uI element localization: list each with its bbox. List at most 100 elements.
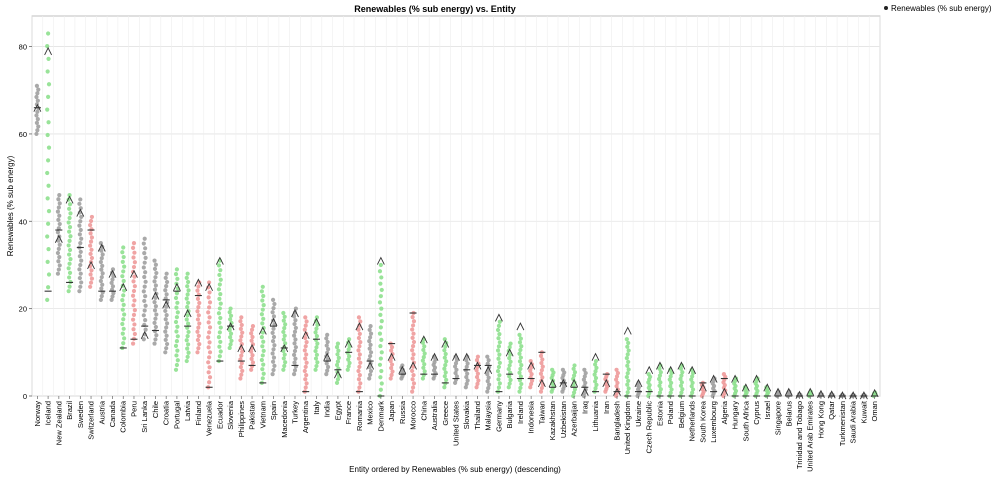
data-point [120,250,125,255]
data-point [239,361,244,366]
chart-title: Renewables (% sub energy) vs. Entity [354,4,516,14]
x-tick-label: Greece [441,401,450,426]
data-point [207,355,212,360]
data-point [367,376,372,381]
latest-marker [119,282,128,292]
data-point [485,389,490,394]
data-point [270,310,275,315]
data-point [34,120,40,125]
data-point [121,341,126,346]
data-point [721,372,727,377]
latest-marker [173,282,181,292]
data-point [228,335,233,340]
data-point [67,252,72,257]
data-point [657,366,662,371]
data-point [497,360,502,365]
data-point [185,284,190,289]
data-point [528,358,533,364]
data-point [443,370,448,375]
data-point [195,288,200,293]
data-point [153,337,158,342]
data-point [377,331,383,336]
latest-marker [205,282,214,292]
data-point [347,360,352,366]
data-point [528,385,533,390]
data-point [302,368,307,374]
x-tick-label: Japan [387,401,396,421]
latest-marker [376,256,385,265]
data-point [291,314,297,319]
data-point [207,380,212,385]
data-point [142,251,147,256]
data-point [261,362,266,367]
data-point [572,387,578,392]
data-point [422,362,427,367]
x-tick-label: Mexico [366,401,375,425]
data-point [572,363,577,368]
data-point [356,315,362,320]
data-point [485,379,490,384]
data-point [142,260,147,265]
data-point [67,192,72,198]
data-point [173,295,179,301]
data-point [678,383,684,388]
data-point [46,158,51,163]
data-point [367,346,372,351]
data-point [154,333,159,338]
data-point [35,91,40,96]
x-tick-label: Iran [602,401,611,414]
data-point [626,386,631,391]
latest-marker [409,361,417,370]
data-point [689,384,694,389]
data-point [57,192,62,198]
data-point [228,342,233,347]
data-point [163,337,168,343]
data-point [303,315,308,320]
data-point [141,337,146,342]
data-markers [33,46,879,400]
x-tick-label: Denmark [376,401,385,432]
data-point [88,272,93,277]
x-tick-label: India [323,400,332,417]
data-point [421,347,426,353]
data-point [680,387,685,392]
data-point [68,234,73,239]
data-point [571,373,577,378]
data-point [411,372,416,378]
data-point [34,131,39,137]
data-point [164,271,169,276]
data-point [422,344,427,349]
data-point [175,276,180,282]
data-point [56,197,61,202]
gridlines [31,16,881,397]
data-point [508,341,513,346]
data-point [56,246,61,251]
data-point [152,299,157,305]
data-point [368,353,373,359]
latest-marker [495,313,503,322]
data-point [67,270,73,275]
data-point [368,372,373,377]
data-point [690,370,696,376]
data-point [163,317,168,322]
data-point [45,44,50,49]
data-point [175,300,180,305]
data-point [239,353,244,358]
data-point [164,284,169,289]
latest-marker [65,195,74,204]
data-point [57,255,62,260]
data-point [324,343,329,348]
data-point [206,310,211,315]
data-point [99,286,104,291]
data-point [130,341,136,346]
data-point [680,370,685,375]
data-point [271,367,276,373]
data-point [207,375,213,380]
data-point [453,364,458,369]
data-point [239,322,244,328]
x-tick-label: Vietnam [258,401,267,428]
latest-marker [602,378,611,388]
data-point [111,291,116,296]
data-point [497,381,502,386]
legend[interactable]: Renewables (% sub energy) [884,4,992,13]
